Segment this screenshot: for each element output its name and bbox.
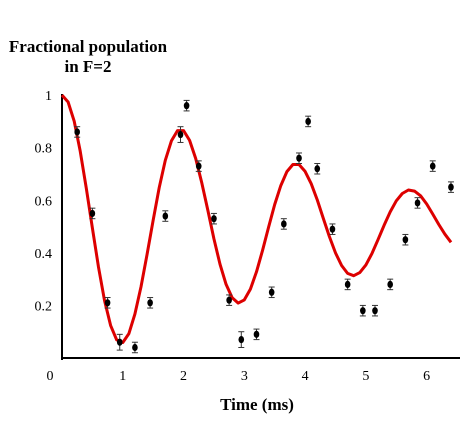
data-point (74, 126, 81, 138)
x-tick-label: 3 (241, 369, 248, 384)
data-point (131, 341, 138, 354)
x-tick-label: 4 (302, 369, 309, 384)
x-axis-label: Time (ms) (220, 395, 294, 414)
data-point (314, 162, 321, 175)
data-point (253, 328, 260, 341)
data-point (402, 233, 409, 246)
data-marker (147, 299, 153, 307)
data-point (183, 99, 190, 112)
data-point (210, 212, 217, 225)
data-point (195, 160, 202, 172)
y-tick-label: 0.4 (35, 247, 53, 262)
data-point (177, 126, 184, 143)
y-tick-label: 0.8 (35, 142, 53, 157)
data-marker (268, 288, 275, 296)
data-marker (104, 299, 111, 307)
data-point (238, 331, 245, 348)
data-point (147, 297, 154, 309)
x-tick-label: 5 (362, 369, 369, 384)
data-marker (132, 343, 138, 352)
data-point (371, 304, 378, 317)
data-marker (74, 128, 80, 136)
data-marker (211, 215, 217, 223)
data-marker (226, 296, 232, 304)
x-tick-label: 1 (119, 369, 126, 384)
fit-curve (60, 94, 453, 344)
data-marker (183, 102, 190, 110)
data-marker (372, 307, 378, 315)
data-point (414, 197, 421, 209)
data-point (344, 278, 351, 291)
data-point (359, 304, 366, 317)
data-point (280, 218, 287, 230)
data-point (268, 286, 275, 299)
data-point (329, 223, 336, 235)
chart-subtitle: in F=2 (65, 57, 112, 76)
data-point (162, 210, 169, 222)
data-marker (238, 336, 245, 344)
data-point (447, 181, 454, 193)
data-point (387, 278, 394, 291)
x-tick-label: 6 (423, 369, 430, 384)
data-point (226, 294, 233, 306)
data-point (116, 333, 123, 351)
data-point (296, 152, 303, 164)
data-marker (360, 307, 366, 315)
data-marker (402, 236, 409, 244)
data-marker (296, 154, 302, 162)
data-marker (448, 183, 454, 191)
y-tick-label: 0.2 (35, 299, 53, 314)
data-marker (253, 330, 260, 338)
data-point (104, 297, 111, 309)
data-points-layer (74, 99, 454, 354)
data-point (305, 115, 312, 128)
data-marker (414, 199, 421, 207)
data-marker (162, 212, 169, 220)
data-marker (305, 117, 311, 126)
data-marker (429, 162, 436, 170)
data-marker (177, 130, 184, 139)
data-marker (281, 220, 287, 228)
data-marker (387, 280, 393, 288)
y-tick-label: 0.6 (35, 194, 53, 209)
x-tick-label: 0 (47, 369, 54, 384)
data-marker (314, 165, 321, 173)
x-tick-label: 2 (180, 369, 187, 384)
data-marker (329, 225, 336, 233)
tick-labels: 0 1 2 3 4 5 6 0.2 0.4 0.6 0.8 1 (35, 89, 431, 384)
data-marker (116, 338, 123, 346)
axes (61, 94, 460, 360)
data-marker (195, 162, 202, 170)
data-point (429, 160, 436, 172)
chart-title: Fractional population (9, 37, 168, 56)
data-point (89, 207, 96, 220)
y-tick-label: 1 (45, 89, 52, 104)
fit-curve-layer (60, 94, 453, 344)
data-marker (89, 209, 96, 218)
data-marker (344, 280, 351, 288)
